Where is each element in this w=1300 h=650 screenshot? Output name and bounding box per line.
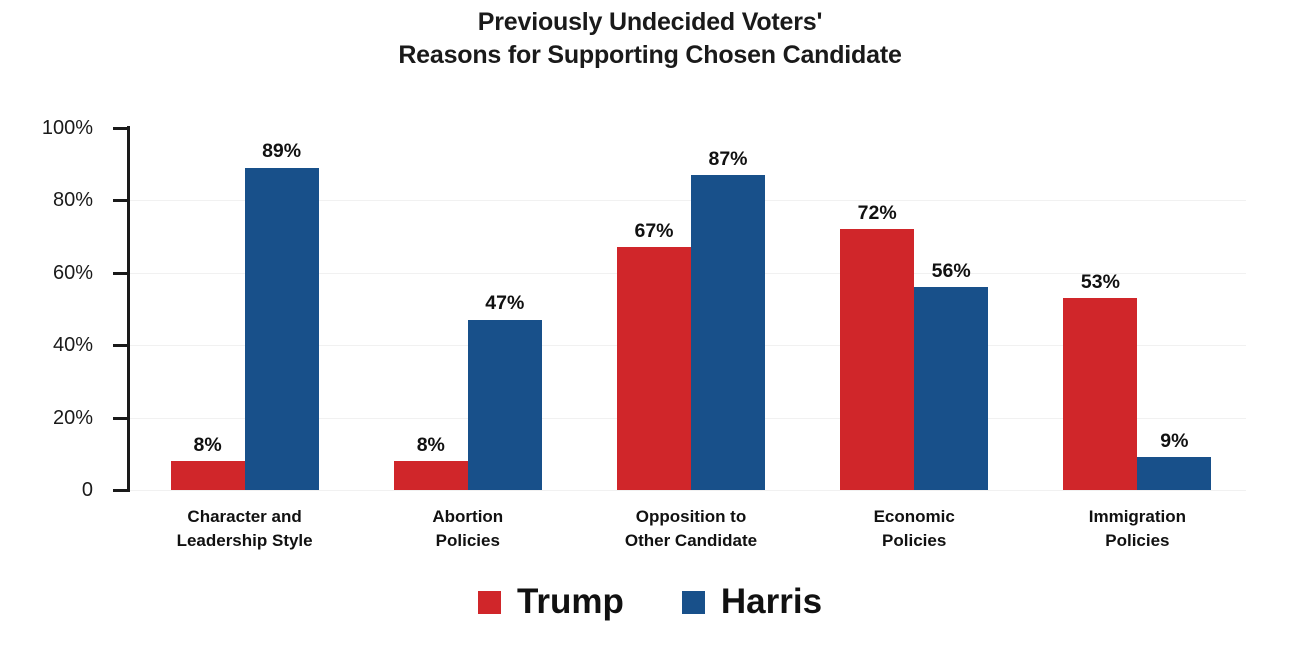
- x-axis-label-line: Leadership Style: [176, 531, 313, 550]
- plot-area: 8% 89% 8% 47% 67% 87% 72% 56% 53% 9%: [130, 128, 1246, 491]
- y-axis-tick-label: 80%: [52, 189, 93, 212]
- bar-value-label: 8%: [416, 433, 445, 456]
- y-axis-tick-mark: [113, 127, 130, 130]
- x-axis-label-line: Abortion: [432, 507, 504, 526]
- x-axis-label-line: Policies: [435, 531, 500, 550]
- chart-title-line-2: Reasons for Supporting Chosen Candidate: [398, 41, 902, 69]
- x-axis-label: Economic Policies: [754, 505, 1074, 553]
- x-axis-label-line: Opposition to: [635, 507, 747, 526]
- bar-value-label: 8%: [193, 433, 222, 456]
- bar-harris[interactable]: 56%: [914, 128, 989, 490]
- bar-group: 53% 9%: [1063, 128, 1212, 490]
- bar-group: 72% 56%: [840, 128, 989, 490]
- y-axis-tick-mark: [113, 271, 130, 275]
- chart-legend: Trump Harris: [0, 583, 1300, 621]
- x-axis-label: Immigration Policies: [977, 505, 1297, 553]
- bar-group: 67% 87%: [617, 128, 765, 490]
- chart-title: Previously Undecided Voters' Reasons for…: [0, 6, 1300, 72]
- gridline: [130, 200, 1246, 202]
- bar-rect[interactable]: [393, 461, 468, 490]
- x-axis-label-line: Policies: [882, 531, 947, 550]
- bar-pair: 67% 87%: [617, 128, 765, 490]
- bar-pair: 8% 89%: [170, 128, 319, 490]
- x-axis-label: Opposition to Other Candidate: [531, 505, 851, 553]
- chart-title-line-1: Previously Undecided Voters': [477, 8, 823, 36]
- bar-value-label: 56%: [931, 259, 971, 282]
- bar-value-label: 89%: [262, 140, 302, 163]
- bar-harris[interactable]: 87%: [691, 128, 765, 490]
- legend-item-trump[interactable]: Trump: [477, 582, 624, 621]
- bar-pair: 72% 56%: [840, 128, 989, 490]
- bar-trump[interactable]: 72%: [840, 128, 915, 490]
- x-axis-label: Character and Leadership Style: [85, 505, 405, 553]
- x-axis-label-line: Economic: [873, 507, 955, 526]
- y-axis-tick-mark: [113, 199, 130, 203]
- bar-rect[interactable]: [1063, 298, 1138, 490]
- bar-value-label: 87%: [708, 147, 748, 170]
- legend-swatch-trump: [477, 590, 501, 614]
- y-axis-tick-mark: [113, 416, 130, 420]
- bar-value-label: 53%: [1080, 270, 1120, 293]
- bar-trump[interactable]: 53%: [1063, 128, 1138, 490]
- y-axis-tick-label: 20%: [52, 406, 93, 429]
- bar-value-label: 67%: [634, 219, 674, 242]
- bar-harris[interactable]: 9%: [1137, 128, 1212, 490]
- bar-value-label: 47%: [485, 292, 525, 315]
- bar-trump[interactable]: 8%: [393, 128, 468, 490]
- x-axis-label-line: Policies: [1105, 531, 1170, 550]
- x-axis-label: Abortion Policies: [308, 505, 628, 553]
- bar-group: 8% 47%: [393, 128, 542, 490]
- legend-label: Harris: [720, 582, 823, 621]
- bar-group: 8% 89%: [170, 128, 319, 490]
- bar-pair: 53% 9%: [1063, 128, 1212, 490]
- bar-rect[interactable]: [244, 167, 319, 490]
- bar-rect[interactable]: [1137, 457, 1212, 490]
- bar-trump[interactable]: 67%: [617, 128, 691, 490]
- gridline: [130, 490, 1246, 491]
- bar-harris[interactable]: 89%: [244, 128, 319, 490]
- legend-label: Trump: [516, 582, 624, 621]
- y-axis-tick-label: 0: [81, 479, 93, 501]
- bar-rect[interactable]: [170, 461, 245, 490]
- bar-value-label: 72%: [857, 201, 897, 224]
- y-axis-tick-label: 40%: [52, 334, 93, 357]
- bar-value-label: 9%: [1160, 429, 1189, 452]
- y-axis-tick-label: 60%: [52, 261, 93, 284]
- bar-rect[interactable]: [467, 319, 542, 490]
- x-axis-label-line: Other Candidate: [624, 531, 758, 550]
- bar-rect[interactable]: [617, 247, 691, 490]
- bar-pair: 8% 47%: [393, 128, 542, 490]
- legend-swatch-harris: [681, 590, 705, 614]
- x-axis-label-line: Immigration: [1088, 507, 1187, 526]
- bar-harris[interactable]: 47%: [467, 128, 542, 490]
- x-axis-label-line: Character and: [187, 507, 302, 526]
- bar-rect[interactable]: [840, 229, 915, 490]
- bar-trump[interactable]: 8%: [170, 128, 245, 490]
- bar-rect[interactable]: [691, 175, 765, 490]
- y-axis-tick-mark: [113, 489, 130, 492]
- y-axis-tick-label: 100%: [41, 117, 93, 139]
- bar-rect[interactable]: [914, 287, 989, 490]
- y-axis-tick-mark: [113, 344, 130, 348]
- y-axis-spine: [127, 126, 130, 492]
- legend-item-harris[interactable]: Harris: [681, 582, 823, 621]
